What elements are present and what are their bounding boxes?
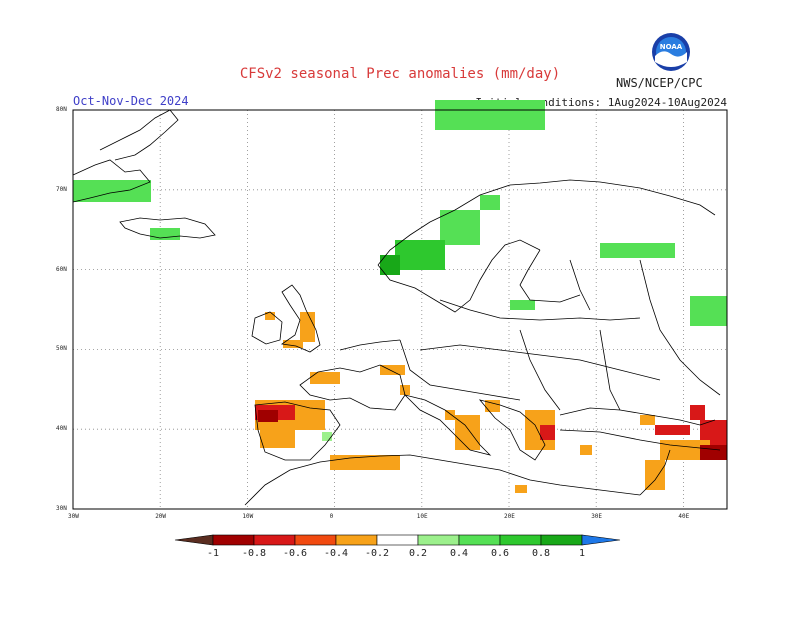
colorbar-label: -0.6 (282, 548, 308, 559)
lat-tick-label: 30N (56, 505, 67, 512)
colorbar-label: 0.6 (490, 548, 510, 559)
colorbar-label: -1 (206, 548, 220, 559)
colorbar-label: 1 (578, 548, 586, 559)
anomaly-cell (480, 195, 500, 210)
colorbar-segment (294, 534, 337, 546)
anomaly-cell (330, 455, 400, 470)
anomaly-cell (690, 405, 705, 420)
colorbar-label: -0.2 (364, 548, 390, 559)
colorbar-segment (540, 534, 583, 546)
lat-tick-label: 50N (56, 345, 67, 353)
anomaly-cell (445, 410, 455, 420)
colorbar-segment (376, 534, 419, 546)
colorbar-arrow-left (174, 534, 214, 546)
anomaly-cell (435, 100, 545, 130)
agency-label: NWS/NCEP/CPC (616, 76, 703, 90)
anomaly-cell (580, 445, 592, 455)
anomaly-cell (485, 400, 500, 412)
colorbar-label: -0.4 (323, 548, 349, 559)
anomaly-cell (655, 425, 690, 435)
lon-tick-label: 10W (242, 513, 254, 520)
anomaly-cell (322, 432, 332, 441)
map-frame (72, 109, 728, 510)
colorbar-segment (253, 534, 296, 546)
colorbar-segment (335, 534, 378, 546)
colorbar-arrow-right (581, 534, 621, 546)
colorbar-segment (458, 534, 501, 546)
anomaly-cell (540, 425, 555, 440)
lon-tick-label: 0 (329, 513, 334, 520)
forecast-period: Oct-Nov-Dec 2024 (73, 94, 189, 108)
lon-tick-label: 30E (591, 513, 603, 520)
lat-tick-label: 60N (56, 265, 67, 273)
colorbar-segment (417, 534, 460, 546)
lon-tick-label: 40E (678, 513, 690, 520)
colorbar-segment (212, 534, 255, 546)
colorbar-label: 0.4 (449, 548, 469, 559)
anomaly-cell (640, 415, 655, 425)
anomaly-cell (265, 312, 275, 320)
anomaly-cell (283, 340, 303, 348)
anomaly-cell (258, 410, 278, 422)
lon-tick-label: 20W (155, 513, 167, 520)
anomaly-cell (690, 296, 727, 326)
svg-text:NOAA: NOAA (660, 43, 683, 51)
lat-tick-label: 40N (56, 425, 67, 433)
anomaly-cell (310, 372, 340, 384)
colorbar-label: 0.2 (408, 548, 428, 559)
colorbar-label: 0.8 (531, 548, 551, 559)
lon-tick-label: 30W (68, 513, 79, 520)
anomaly-cell (380, 365, 405, 375)
anomaly-cell (600, 243, 675, 258)
noaa-logo: NOAA (652, 33, 690, 71)
anomaly-cells (73, 100, 727, 493)
anomaly-cell (515, 485, 527, 493)
coastlines (72, 109, 721, 506)
lat-tick-label: 70N (56, 185, 67, 193)
anomaly-cell (510, 300, 535, 310)
anomaly-cell (400, 250, 420, 268)
anomaly-cell (260, 430, 295, 448)
map-title: CFSv2 seasonal Prec anomalies (mm/day) (239, 66, 561, 82)
anomaly-cell (645, 460, 665, 490)
anomaly-cell (300, 312, 315, 342)
colorbar-segment (499, 534, 542, 546)
lon-tick-label: 20E (504, 513, 515, 520)
anomaly-cell (400, 385, 410, 395)
anomaly-cell (440, 210, 480, 245)
lon-tick-label: 10E (416, 513, 428, 520)
anomaly-cell (73, 180, 151, 202)
anomaly-cell (380, 255, 400, 275)
lat-tick-label: 80N (56, 106, 67, 113)
colorbar-label: -0.8 (241, 548, 267, 559)
